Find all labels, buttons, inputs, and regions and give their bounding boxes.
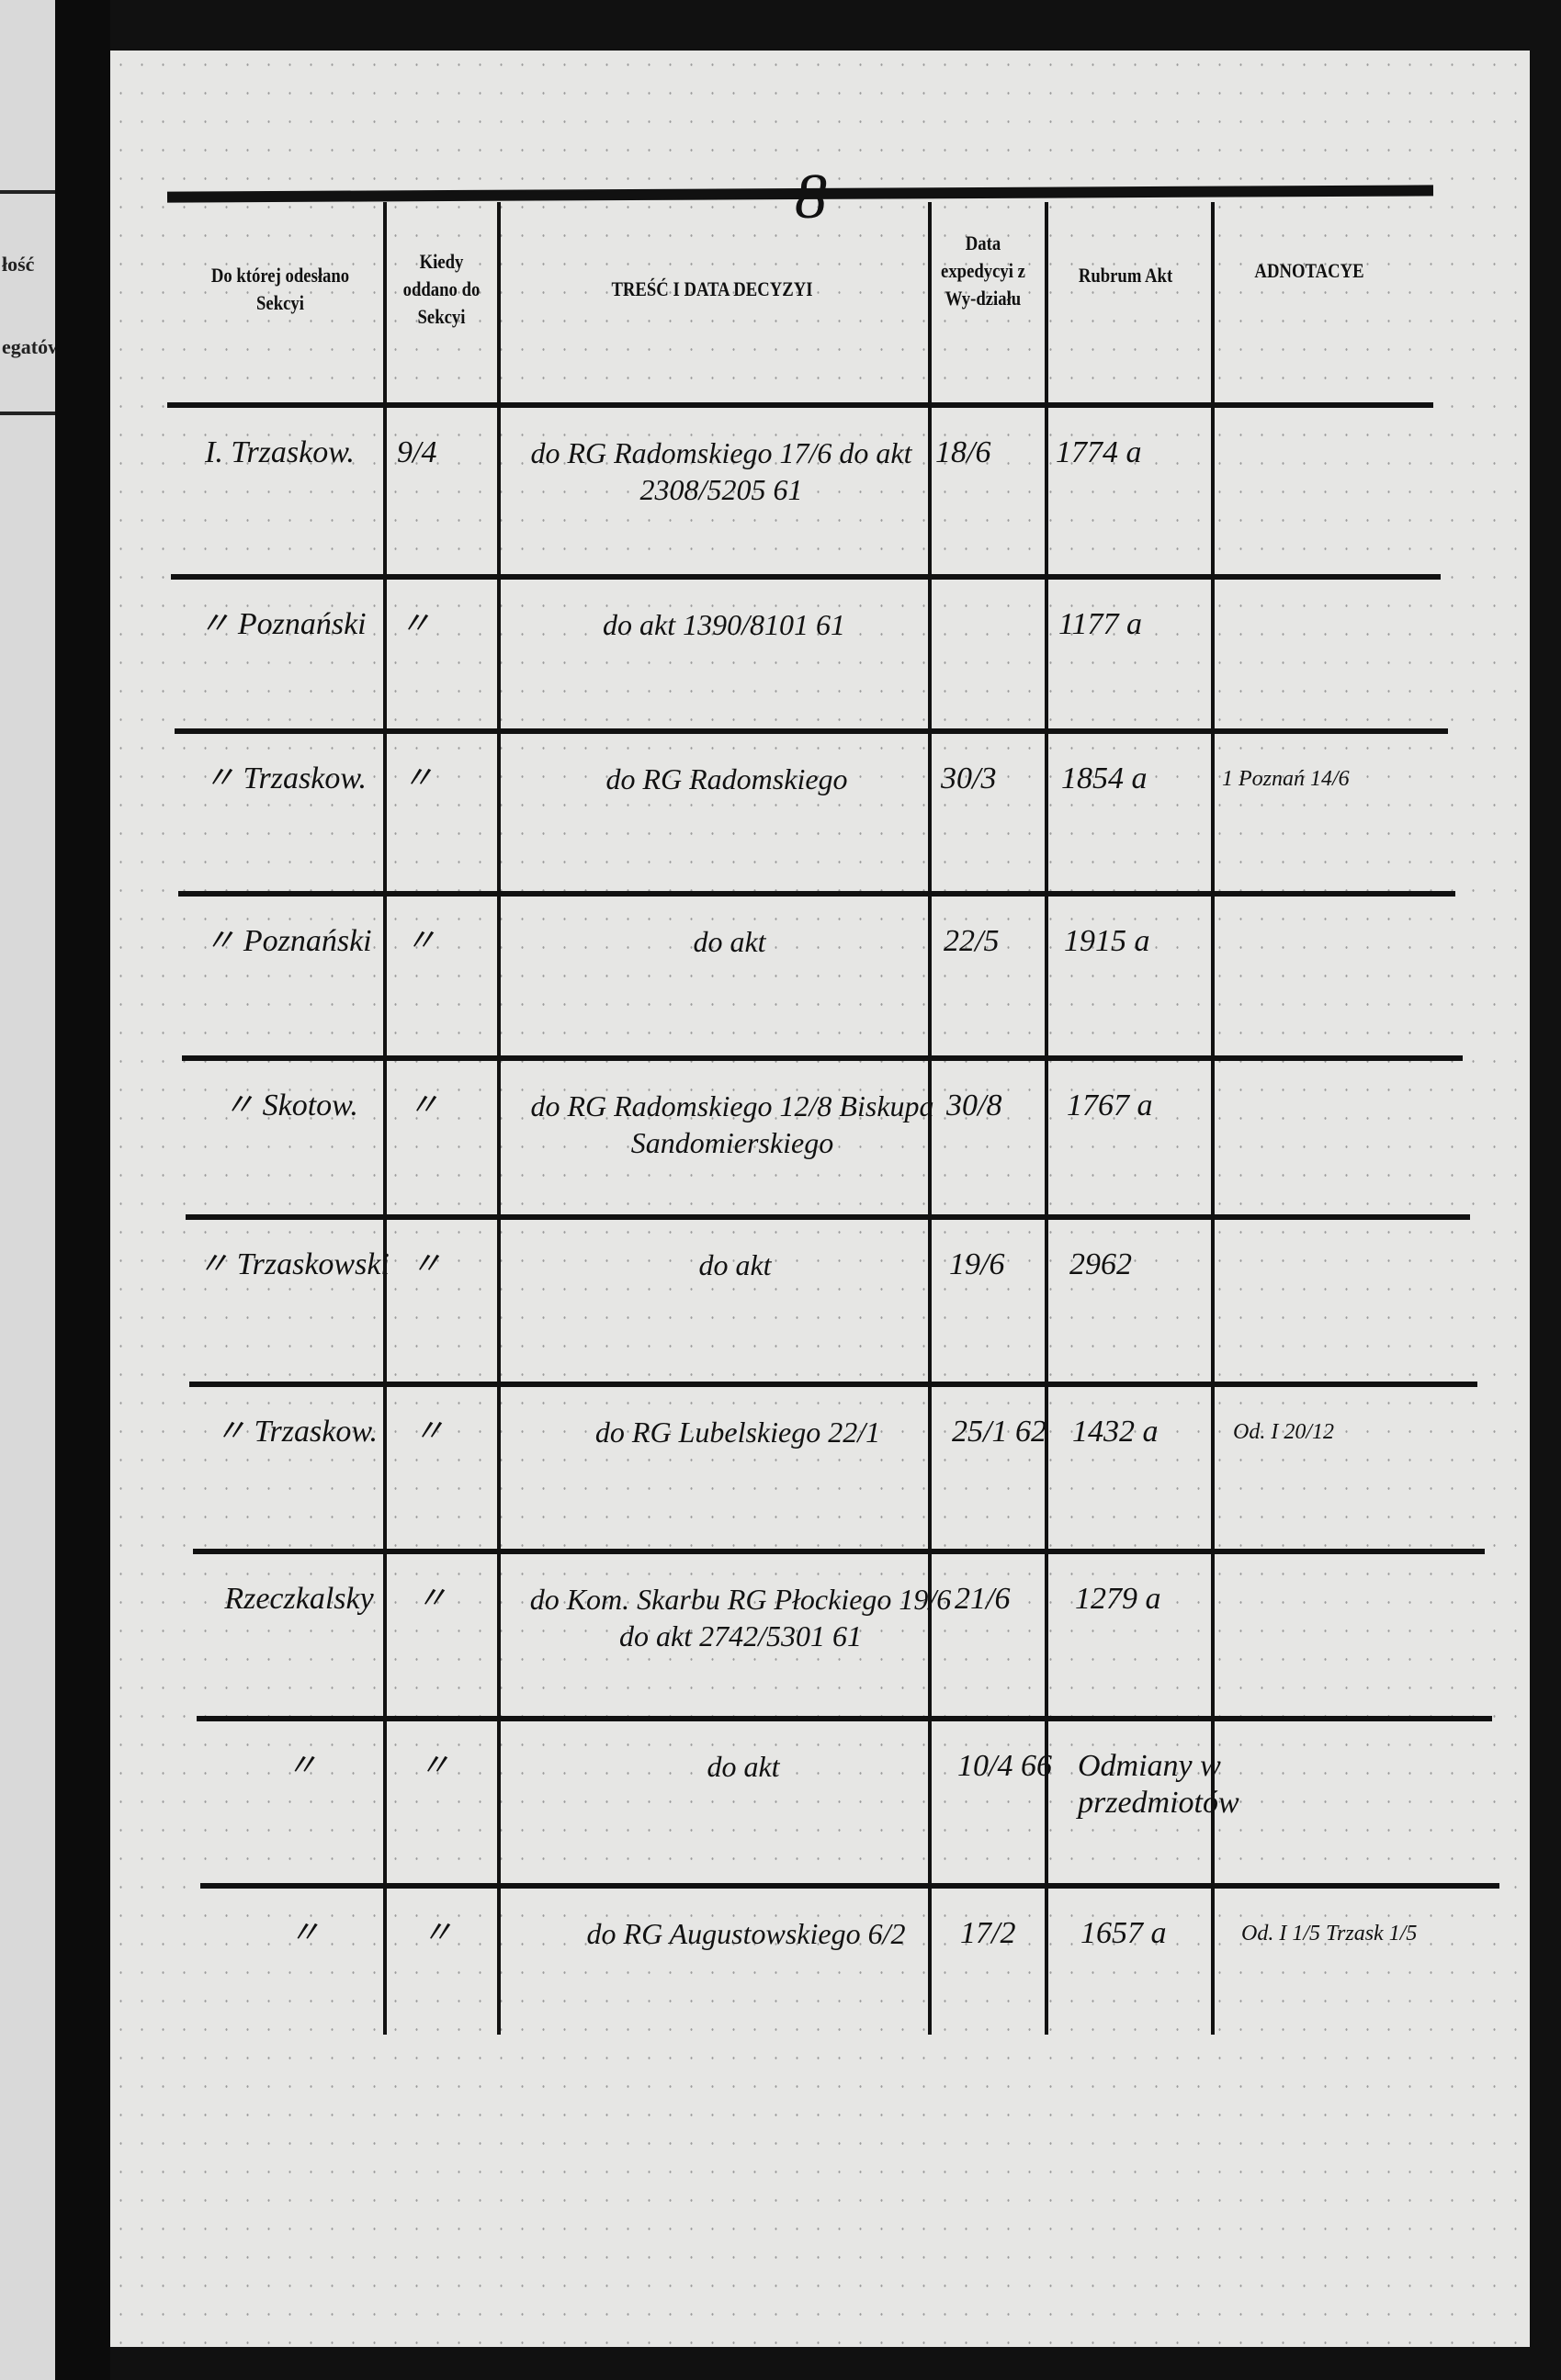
row-9-when: 〃	[419, 1749, 450, 1783]
row-6-content: do akt	[698, 1248, 772, 1281]
row-2-when: 〃	[400, 607, 431, 641]
row-divider	[200, 1883, 1499, 1889]
row-5-dispatch: 30/8	[946, 1088, 1002, 1122]
row-3-when: 〃	[402, 761, 434, 795]
row-8-rubrum: 1279 a	[1075, 1582, 1161, 1616]
row-3-rubrum: 1854 a	[1061, 761, 1148, 795]
row-8-when: 〃	[416, 1582, 447, 1616]
header-notes: ADNOTACYE	[1254, 259, 1364, 282]
row-9-section: 〃	[286, 1749, 318, 1783]
row-1-section: I. Trzaskow.	[205, 435, 355, 469]
row-5-section: 〃 Skotow.	[223, 1088, 358, 1122]
row-9-dispatch: 10/4 66	[957, 1749, 1052, 1783]
header-dispatch: Data expedycyi z Wy-działu	[941, 231, 1025, 310]
row-divider	[182, 1055, 1463, 1061]
row-4-when: 〃	[405, 924, 436, 958]
row-divider	[197, 1716, 1492, 1721]
divider	[0, 190, 64, 194]
row-2-rubrum: 1177 a	[1058, 607, 1142, 641]
row-9-content: do akt	[707, 1750, 780, 1783]
row-divider	[193, 1549, 1485, 1554]
header-content: TREŚĆ I DATA DECYZYI	[611, 277, 813, 300]
row-6-section: 〃 Trzaskowski	[198, 1247, 390, 1281]
row-8-content: do Kom. Skarbu RG Płockiego 19/6 do akt …	[529, 1583, 952, 1652]
left-page-edge: łość egatów	[0, 0, 64, 2380]
row-5-when: 〃	[408, 1088, 439, 1122]
row-4-rubrum: 1915 a	[1064, 924, 1150, 958]
row-10-section: 〃	[288, 1916, 321, 1950]
row-7-content: do RG Lubelskiego 22/1	[594, 1416, 881, 1449]
row-7-dispatch: 25/1 62	[952, 1415, 1046, 1449]
row-7-section: 〃 Trzaskow.	[215, 1415, 378, 1449]
divider	[0, 412, 64, 415]
book-binding	[55, 0, 110, 2380]
row-7-notes: Od. I 20/12	[1233, 1420, 1334, 1444]
row-divider	[175, 728, 1448, 734]
row-3-dispatch: 30/3	[941, 761, 997, 795]
row-4-dispatch: 22/5	[944, 924, 1000, 958]
row-3-section: 〃 Trzaskow.	[204, 761, 367, 795]
row-4-content: do akt	[693, 925, 766, 958]
row-6-when: 〃	[411, 1247, 442, 1281]
row-2-content: do akt 1390/8101 61	[603, 608, 845, 641]
row-7-when: 〃	[413, 1415, 445, 1449]
row-4-section: 〃 Poznański	[204, 924, 372, 958]
row-9-rubrum: Odmiany w przedmiotów	[1078, 1749, 1239, 1820]
row-5-content: do RG Radomskiego 12/8 Biskupa Sandomier…	[530, 1089, 934, 1159]
row-8-section: Rzeczkalsky	[224, 1582, 374, 1616]
row-8-dispatch: 21/6	[955, 1582, 1011, 1616]
column-divider	[928, 202, 932, 2035]
row-divider	[189, 1382, 1477, 1387]
row-10-rubrum: 1657 a	[1080, 1916, 1167, 1950]
row-divider	[186, 1214, 1470, 1220]
header-section: Do której odesłano Sekcyi	[210, 264, 350, 314]
row-divider	[178, 891, 1455, 897]
row-1-dispatch: 18/6	[935, 435, 991, 469]
column-divider	[1211, 202, 1215, 2035]
header-when: Kiedy oddano do Sekcyi	[402, 250, 481, 328]
row-7-rubrum: 1432 a	[1072, 1415, 1159, 1449]
row-1-when: 9/4	[397, 435, 437, 469]
row-10-notes: Od. I 1/5 Trzask 1/5	[1241, 1922, 1418, 1946]
header-rubrum: Rubrum Akt	[1078, 264, 1173, 287]
register-page: 8 Do której odesłano Sekcyi Kiedy oddano…	[110, 51, 1530, 2347]
row-10-dispatch: 17/2	[960, 1916, 1016, 1950]
row-divider	[171, 574, 1441, 580]
column-divider	[497, 202, 501, 2035]
row-5-rubrum: 1767 a	[1067, 1088, 1153, 1122]
row-1-rubrum: 1774 a	[1056, 435, 1142, 469]
column-divider	[1045, 202, 1048, 2035]
row-2-section: 〃 Poznański	[198, 607, 367, 641]
left-page-text: egatów	[2, 335, 62, 358]
row-6-dispatch: 19/6	[949, 1247, 1005, 1281]
row-divider	[167, 402, 1433, 408]
row-6-rubrum: 2962	[1069, 1247, 1132, 1281]
row-1-content: do RG Radomskiego 17/6 do akt 2308/5205 …	[530, 436, 912, 506]
row-10-content: do RG Augustowskiego 6/2	[586, 1917, 906, 1950]
column-divider	[383, 202, 387, 2035]
row-3-notes: 1 Poznań 14/6	[1222, 767, 1350, 791]
row-10-when: 〃	[422, 1916, 453, 1950]
row-3-content: do RG Radomskiego	[605, 762, 848, 795]
left-page-text: łość	[2, 253, 35, 276]
